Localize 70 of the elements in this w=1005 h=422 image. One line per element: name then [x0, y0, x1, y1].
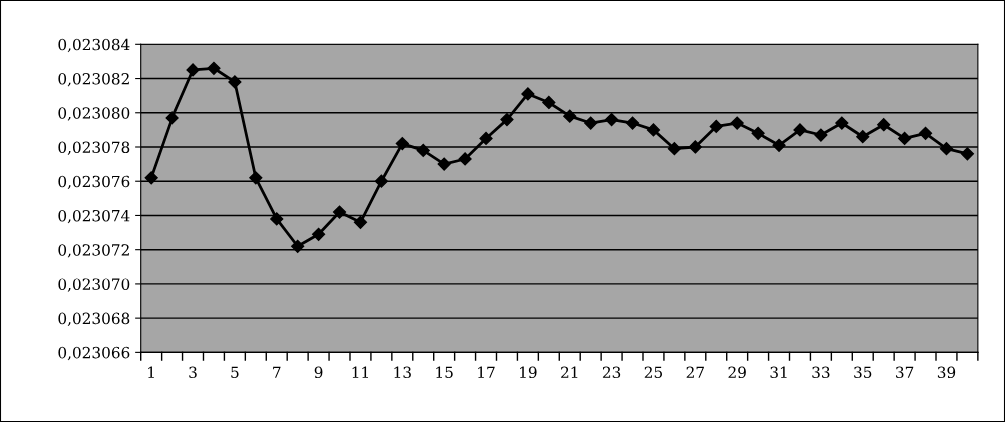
point: [458, 152, 472, 166]
point: [793, 123, 807, 137]
point: [625, 116, 640, 130]
point: [353, 215, 368, 229]
x-tick-label: 17: [478, 366, 495, 378]
point: [605, 113, 619, 127]
point: [270, 212, 284, 226]
x-tick-label: 7: [273, 366, 281, 378]
point: [437, 157, 451, 171]
point: [249, 171, 263, 185]
y-tick-label: 0,023082: [58, 73, 129, 87]
x-tick-label: 5: [231, 366, 239, 379]
point: [416, 143, 430, 158]
point: [960, 147, 974, 161]
x-tick-label: 19: [520, 366, 537, 379]
point: [814, 128, 828, 142]
point: [772, 138, 786, 152]
x-tick-label: 3: [189, 366, 197, 379]
y-tick-label: 0,023076: [58, 175, 130, 190]
y-tick-label: 0,023068: [58, 312, 130, 327]
point: [144, 171, 158, 185]
x-tick-label: 21: [561, 366, 578, 378]
point: [479, 131, 493, 146]
x-tick-label: 23: [602, 366, 621, 379]
point: [856, 130, 870, 144]
point: [500, 113, 514, 127]
point: [898, 131, 912, 146]
point: [939, 142, 954, 156]
x-tick-label: 15: [436, 366, 453, 379]
y-tick-label: 0,023072: [58, 244, 129, 258]
point: [667, 142, 681, 156]
point: [395, 136, 409, 151]
point: [291, 239, 305, 253]
x-tick-label: 33: [812, 366, 830, 379]
x-tick-label: 35: [854, 366, 872, 379]
x-tick-label: 29: [728, 366, 746, 379]
point: [521, 87, 535, 101]
point: [918, 126, 933, 140]
point: [730, 116, 744, 130]
y-tick-label: 0,023074: [58, 209, 130, 224]
x-tick-label: 27: [686, 366, 704, 378]
x-tick-label: 9: [314, 366, 323, 379]
y-tick-label: 0,023080: [58, 107, 130, 121]
point: [646, 123, 661, 137]
point: [751, 126, 765, 140]
x-tick-label: 31: [770, 366, 787, 379]
x-tick-label: 13: [394, 366, 411, 379]
point: [542, 95, 556, 110]
point: [332, 205, 347, 219]
x-tick-label: 1: [148, 366, 154, 378]
point: [228, 75, 242, 89]
point: [563, 109, 577, 123]
point: [312, 227, 326, 241]
x-tick-label: 37: [896, 366, 914, 379]
point: [165, 111, 179, 125]
point: [584, 116, 598, 130]
point: [186, 63, 200, 77]
point: [374, 174, 388, 188]
point: [688, 140, 702, 154]
y-tick-label: 0,023070: [58, 278, 130, 292]
x-tick-label: 39: [937, 366, 956, 379]
point: [207, 61, 221, 75]
x-tick-label: 25: [644, 366, 662, 379]
point: [709, 119, 723, 134]
point: [835, 116, 849, 130]
y-tick-label: 0,023084: [58, 38, 130, 53]
y-tick-label: 0,023078: [58, 141, 130, 155]
y-tick-label: 0,023066: [58, 346, 130, 361]
x-tick-label: 11: [352, 366, 369, 378]
point: [877, 118, 891, 132]
